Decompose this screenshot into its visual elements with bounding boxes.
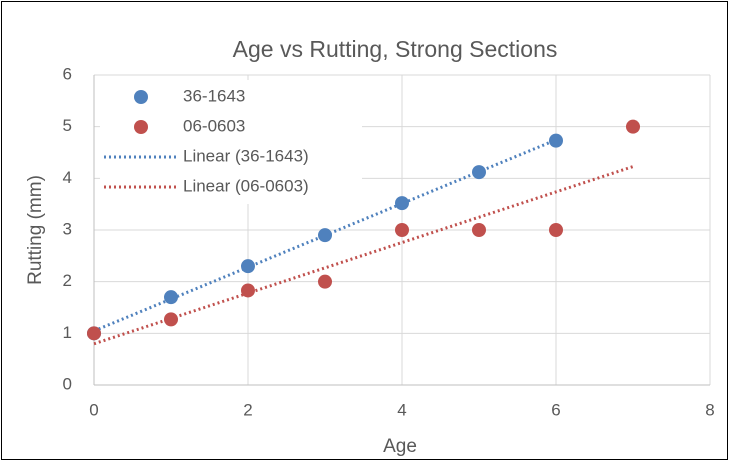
y-tick-label: 0 xyxy=(63,374,72,393)
x-tick-label: 4 xyxy=(397,400,406,419)
y-axis-label: Rutting (mm) xyxy=(25,175,46,285)
legend-label: Linear (36-1643) xyxy=(183,146,309,165)
point xyxy=(318,274,332,289)
point xyxy=(549,223,563,237)
legend-label: 36-1643 xyxy=(183,86,245,105)
point xyxy=(549,133,563,148)
x-tick-label: 6 xyxy=(551,400,560,419)
point xyxy=(318,228,332,243)
point xyxy=(87,326,101,341)
y-tick-label: 4 xyxy=(63,168,72,187)
point xyxy=(241,259,255,274)
point xyxy=(241,283,255,298)
point xyxy=(472,223,486,237)
legend-marker xyxy=(134,120,148,134)
point xyxy=(164,312,178,327)
y-tick-label: 1 xyxy=(63,323,72,342)
chart-title: Age vs Rutting, Strong Sections xyxy=(233,36,558,62)
legend-marker xyxy=(134,90,148,104)
x-tick-label: 2 xyxy=(243,400,252,419)
x-axis-label: Age xyxy=(383,436,417,457)
x-tick-label: 8 xyxy=(705,400,714,419)
y-tick-label: 6 xyxy=(63,64,72,83)
legend-label: 06-0603 xyxy=(183,116,245,135)
point xyxy=(472,165,486,180)
x-tick-label: 0 xyxy=(89,400,98,419)
point xyxy=(626,119,640,134)
point xyxy=(395,196,409,211)
y-tick-label: 3 xyxy=(63,219,72,238)
point xyxy=(395,223,409,237)
y-tick-label: 2 xyxy=(63,271,72,290)
y-tick-label: 5 xyxy=(63,116,72,135)
point xyxy=(164,290,178,305)
legend-label: Linear (06-0603) xyxy=(183,176,309,195)
